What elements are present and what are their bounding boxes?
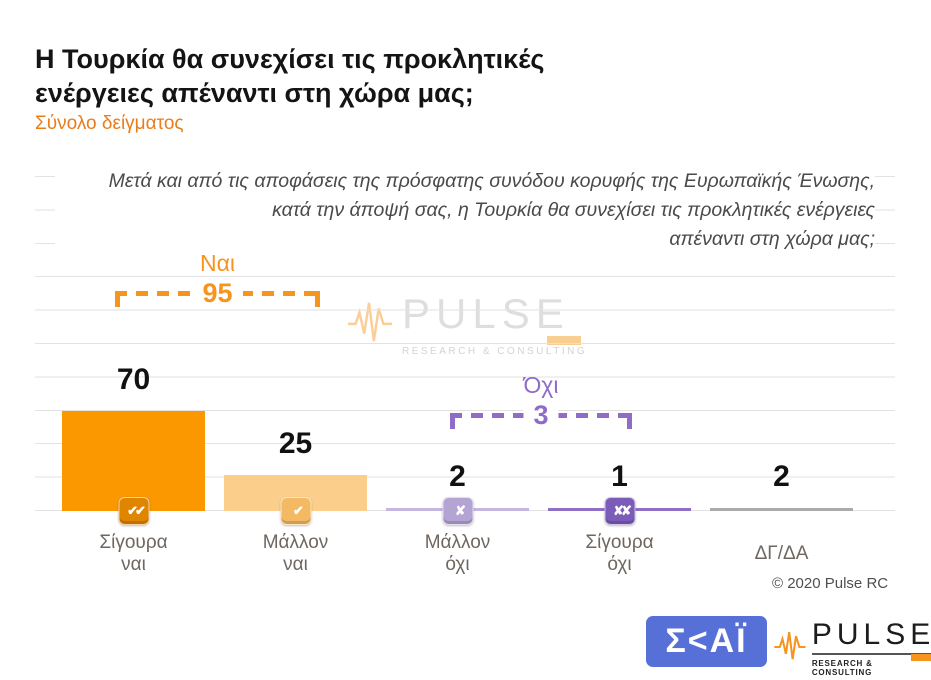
poll-question-line1: Μετά και από τις αποφάσεις της πρόσφατης… bbox=[108, 170, 875, 192]
skai-logo-text: Σ<ΑΪ bbox=[665, 622, 748, 660]
category-label-mallon-nai: Μάλλον ναι bbox=[262, 532, 329, 575]
bracket-right-cap bbox=[315, 291, 320, 307]
page-title-line1: Η Τουρκία θα συνεχίσει τις προκλητικές bbox=[35, 44, 545, 74]
bracket-nai-value: 95 bbox=[192, 280, 243, 307]
pulse-waveform-icon bbox=[774, 631, 806, 660]
bracket-nai: Ναι 95 bbox=[115, 250, 320, 311]
bar-column-dg-da: 2 ΔΓ/ΔΑ bbox=[710, 176, 853, 564]
poll-question: Μετά και από τις αποφάσεις της πρόσφατης… bbox=[55, 167, 875, 254]
page-title: Η Τουρκία θα συνεχίσει τις προκλητικές ε… bbox=[35, 42, 544, 110]
category-label-mallon-ochi: Μάλλον όχι bbox=[424, 532, 491, 575]
pulse-badge bbox=[911, 654, 931, 661]
bracket-nai-line: 95 bbox=[115, 280, 320, 311]
page-title-line2: ενέργειες απέναντι στη χώρα μας; bbox=[35, 78, 474, 108]
check-icon: ✔ bbox=[280, 497, 311, 525]
category-label-dg-da: ΔΓ/ΔΑ bbox=[754, 543, 809, 564]
poll-question-line3: απέναντι στη χώρα μας; bbox=[669, 228, 875, 250]
bar-column-mallon-nai: 25 ✔ Μάλλον ναι bbox=[224, 176, 367, 575]
bar-value-label: 2 bbox=[449, 460, 466, 493]
x-icon: ✘ bbox=[442, 497, 473, 525]
pulse-logo: PULSE RESEARCH & CONSULTING bbox=[773, 620, 931, 677]
bar-value-label: 1 bbox=[611, 460, 628, 493]
bar-value-label: 70 bbox=[116, 363, 151, 396]
bar-dg-da bbox=[710, 508, 853, 511]
sample-subtitle: Σύνολο δείγματος bbox=[35, 113, 184, 134]
copyright-notice: © 2020 Pulse RC bbox=[772, 575, 889, 592]
bracket-ochi-line: 3 bbox=[450, 402, 632, 433]
bar-column-mallon-ochi: 2 ✘ Μάλλον όχι bbox=[386, 176, 529, 575]
bracket-ochi-label: Όχι bbox=[523, 372, 559, 398]
bar-value-label: 25 bbox=[278, 427, 313, 460]
pulse-logo-brand: PULSE bbox=[811, 620, 931, 655]
poll-question-line2: κατά την άποψή σας, η Τουρκία θα συνεχίσ… bbox=[272, 199, 875, 221]
bracket-left-cap bbox=[115, 291, 120, 307]
double-x-icon: ✘✘ bbox=[604, 497, 635, 525]
pulse-logo-text: PULSE RESEARCH & CONSULTING bbox=[811, 620, 931, 677]
category-label-sigoura-nai: Σίγουρα ναι bbox=[99, 532, 168, 575]
skai-logo: Σ<ΑΪ bbox=[646, 616, 767, 667]
category-label-sigoura-ochi: Σίγουρα όχι bbox=[585, 532, 654, 575]
bar-column-sigoura-nai: 70 ✔✔ Σίγουρα ναι bbox=[62, 176, 205, 575]
double-check-icon: ✔✔ bbox=[118, 497, 149, 525]
bracket-left-cap bbox=[450, 413, 455, 429]
bar-value-label: 2 bbox=[773, 460, 790, 493]
bar-sigoura-nai bbox=[62, 411, 205, 511]
bracket-nai-label: Ναι bbox=[199, 250, 236, 276]
bracket-ochi-value: 3 bbox=[523, 402, 559, 429]
pulse-logo-tagline: RESEARCH & CONSULTING bbox=[811, 659, 873, 677]
bracket-right-cap bbox=[627, 413, 632, 429]
bar-column-sigoura-ochi: 1 ✘✘ Σίγουρα όχι bbox=[548, 176, 691, 575]
bracket-ochi: Όχι 3 bbox=[450, 372, 632, 433]
